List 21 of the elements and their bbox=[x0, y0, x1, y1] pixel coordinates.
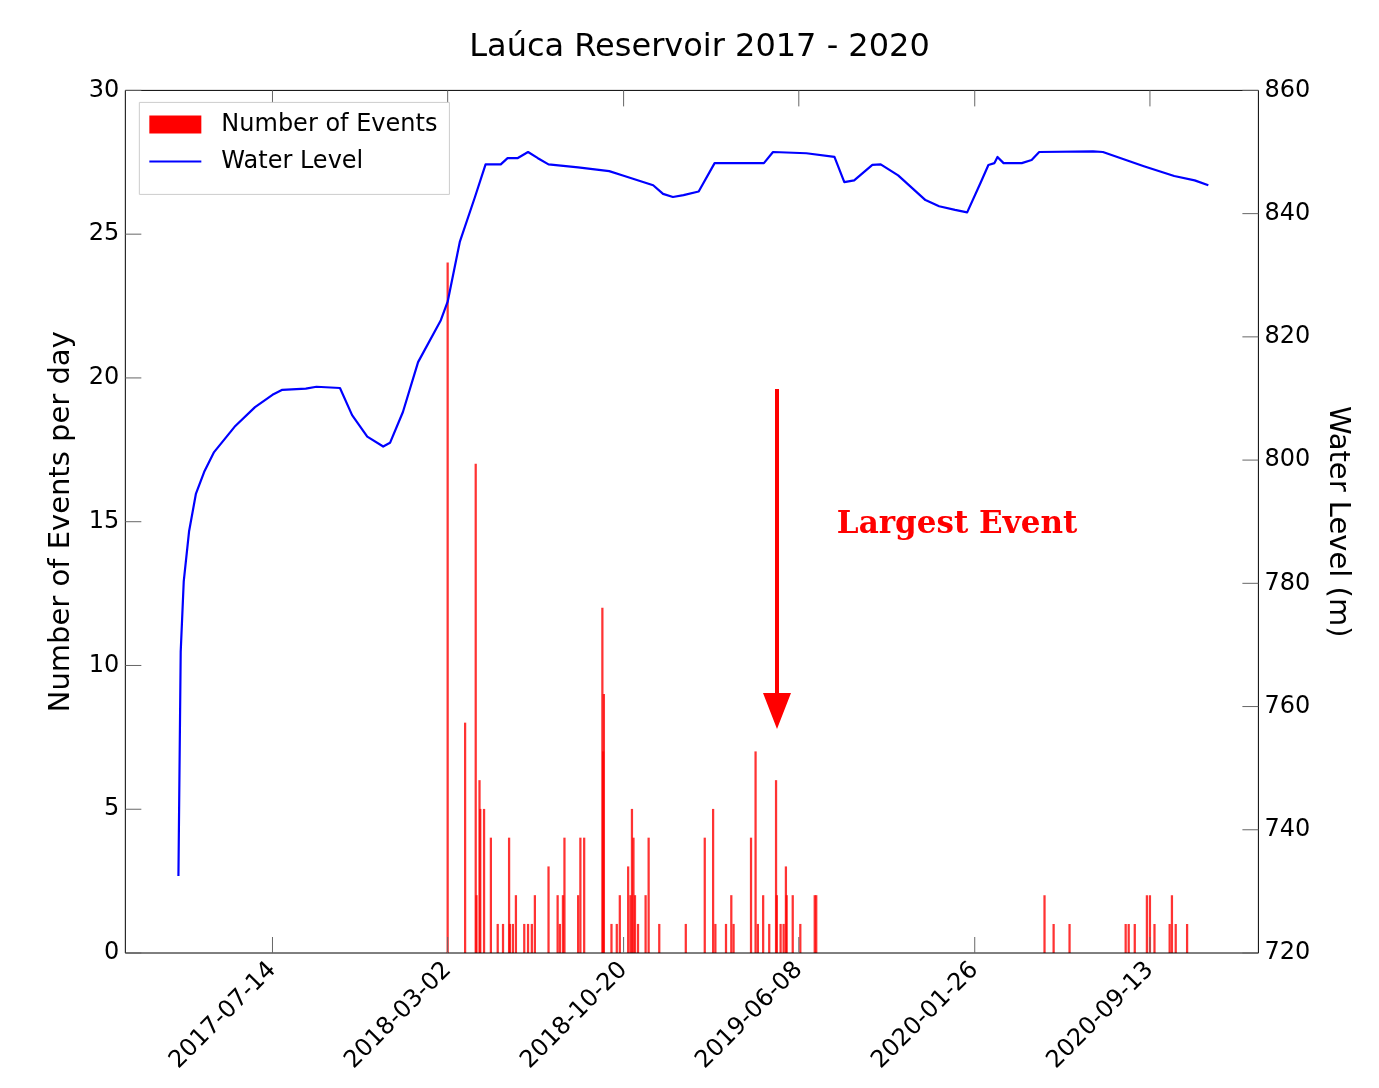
annotation: Largest Event bbox=[836, 503, 1078, 540]
y-tick-label: 20 bbox=[88, 362, 120, 391]
y2-tick-label: 840 bbox=[1264, 197, 1311, 226]
y2-tick-label: 820 bbox=[1264, 321, 1311, 350]
y-tick-label: 25 bbox=[88, 218, 120, 247]
legend-label: Water Level bbox=[221, 145, 364, 174]
y-tick-label: 10 bbox=[88, 649, 120, 678]
y-axis-title: Number of Events per day bbox=[41, 331, 76, 713]
y-tick-label: 5 bbox=[104, 793, 120, 822]
y-tick-label: 0 bbox=[104, 937, 120, 966]
y2-tick-label: 800 bbox=[1264, 444, 1311, 473]
y2-tick-label: 720 bbox=[1264, 937, 1311, 966]
legend-label: Number of Events bbox=[221, 108, 438, 137]
y-tick-label: 15 bbox=[88, 505, 120, 534]
y2-tick-label: 740 bbox=[1264, 814, 1311, 843]
y2-tick-label: 780 bbox=[1264, 567, 1311, 596]
y2-axis-title: Water Level (m) bbox=[1323, 405, 1358, 638]
y-tick-label: 30 bbox=[88, 74, 120, 103]
y2-tick-label: 760 bbox=[1264, 690, 1311, 719]
y2-tick-label: 860 bbox=[1264, 74, 1311, 103]
chart-title: Laúca Reservoir 2017 - 2020 bbox=[469, 25, 930, 64]
